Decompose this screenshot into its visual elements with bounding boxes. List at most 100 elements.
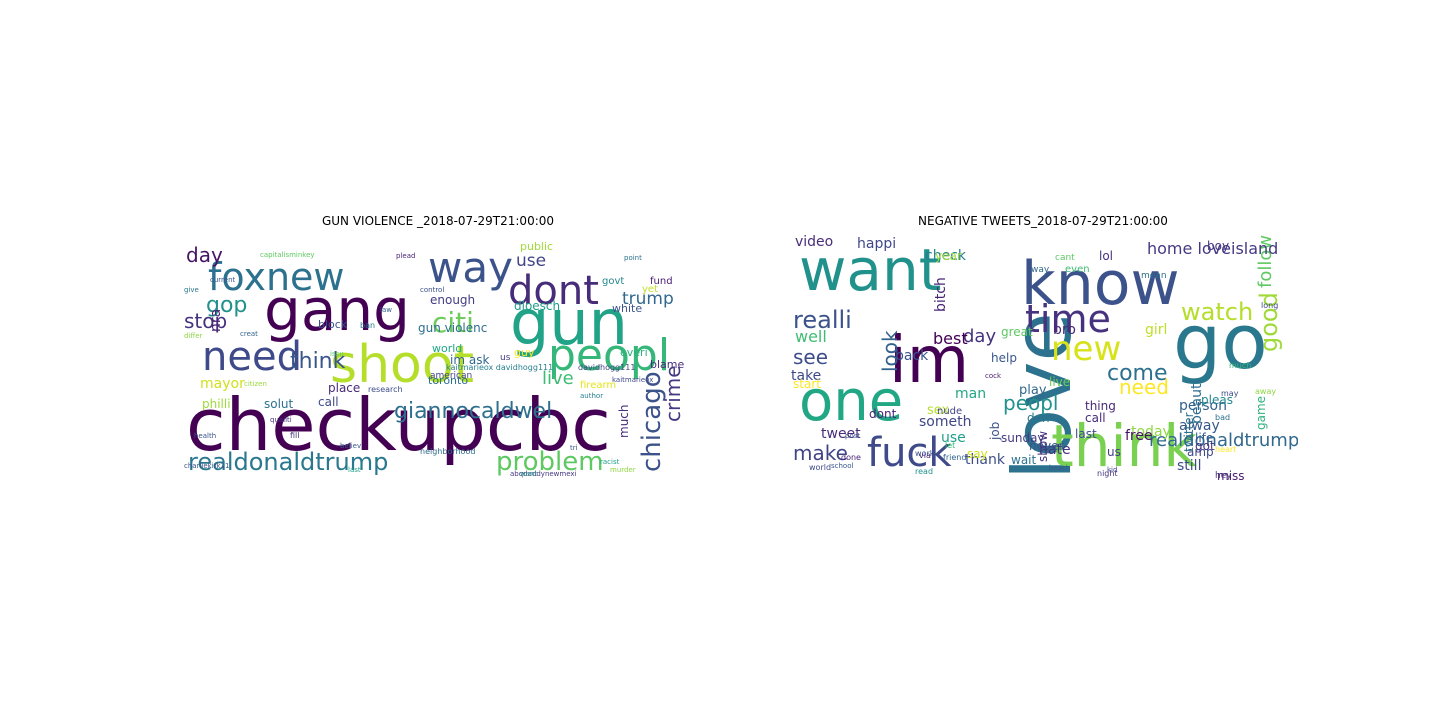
right-cloud-word: time [1025, 297, 1111, 341]
right-cloud-word: hey [1215, 471, 1232, 481]
left-cloud-word: research [368, 385, 403, 394]
left-cloud-word: gop [206, 293, 247, 318]
right-cloud-word: tweet [821, 426, 861, 442]
left-cloud-word: creat [240, 330, 258, 338]
left-cloud-word: giannocaldwel [394, 399, 552, 424]
right-cloud-word: back [895, 348, 929, 364]
right-cloud-word: bitch [933, 277, 949, 312]
right-cloud-word: kid [1107, 466, 1117, 474]
left-cloud-word: philli [202, 397, 231, 411]
right-cloud-word: peopl [1003, 391, 1059, 415]
right-cloud-word: look [878, 330, 902, 372]
right-cloud-word: help [991, 351, 1017, 365]
right-cloud-word: new [1051, 329, 1121, 369]
right-cloud-word: cock [985, 372, 1002, 380]
left-cloud-word: gun [510, 286, 628, 359]
right-cloud-word: go [1173, 297, 1268, 386]
left-cloud-word: law [380, 306, 392, 314]
right-cloud-word: bro [1053, 322, 1076, 338]
right-cloud-word: follow [1255, 235, 1276, 288]
left-cloud-word: neighborhood [420, 447, 475, 456]
left-cloud-word: govt [602, 276, 624, 287]
right-cloud-word: happi [857, 236, 896, 252]
right-cloud-word: us [1107, 445, 1121, 459]
left-cloud-word: stop [184, 309, 227, 333]
right-cloud-word: beach [1049, 464, 1070, 472]
right-cloud-word: friend [943, 453, 966, 462]
left-cloud-word: differ [184, 332, 203, 340]
right-cloud-word: good [1255, 292, 1283, 352]
right-cloud-word: love [996, 312, 1089, 480]
right-cloud-word: still [1177, 458, 1201, 474]
left-cloud-word: author [580, 392, 603, 400]
left-cloud-word: yet [642, 284, 658, 295]
left-cloud-word: im ask [450, 353, 489, 367]
right-cloud-word: last [1075, 427, 1097, 441]
right-cloud-word: miss [1217, 469, 1245, 482]
right-cloud-word: take [791, 368, 821, 384]
left-cloud-word: firearm [580, 380, 616, 391]
right-cloud-word: alway [1179, 418, 1220, 434]
right-cloud-word: watch [1181, 298, 1253, 326]
left-cloud-word: foxnew [208, 255, 345, 299]
right-cloud-word: live [1049, 375, 1070, 389]
left-word-cloud: checkupcbc gang gun shoot foxnew way dont need p… [180, 232, 693, 482]
right-cloud-word: even [1065, 264, 1090, 275]
right-cloud-word: got [1195, 439, 1215, 453]
right-cloud-word: play [1019, 383, 1047, 398]
right-cloud-word: work [915, 449, 935, 458]
right-cloud-word: never [1029, 439, 1063, 453]
left-cloud-word: citizen [244, 380, 267, 388]
right-panel-title: NEGATIVE TWEETS_2018-07-29T21:00:00 [918, 214, 1168, 228]
right-cloud-word: see [793, 345, 828, 369]
right-cloud-word: hate [1039, 442, 1071, 458]
right-cloud-word: post [845, 432, 860, 440]
left-cloud-word: shoot [330, 335, 474, 395]
right-cloud-word: show [1036, 431, 1050, 462]
left-cloud-word: need [202, 334, 302, 380]
left-cloud-word: way [428, 243, 513, 292]
left-cloud-word: nra [208, 309, 224, 332]
left-cloud-word: racist [600, 458, 620, 466]
left-cloud-word: kaitmarieox [612, 376, 653, 384]
left-cloud-word: world [432, 342, 462, 355]
right-cloud-word: bad [1215, 413, 1230, 422]
left-cloud-word: peopl [548, 330, 670, 381]
right-cloud-word: know [1021, 249, 1180, 319]
right-cloud-word: man [955, 386, 986, 402]
left-cloud-word: kaitmarieox davidhogg111 [446, 363, 553, 372]
right-cloud-word: may [1221, 389, 1239, 398]
right-cloud-word: well [795, 327, 827, 346]
left-cloud-word: public [520, 240, 553, 253]
left-cloud-word: american [430, 371, 472, 381]
right-cloud-word: need [1119, 375, 1169, 399]
left-cloud-word: toronto [428, 374, 468, 387]
left-cloud-word: ban [360, 321, 375, 330]
right-cloud-word: person [1179, 398, 1227, 414]
left-cloud-word: use [516, 251, 546, 271]
left-cloud-word: call [318, 395, 339, 409]
left-cloud-word: dloesch [514, 299, 560, 313]
right-cloud-word: job [988, 422, 1002, 441]
right-cloud-word: im [889, 324, 969, 398]
right-cloud-word: lol [1099, 249, 1113, 263]
right-cloud-word: mean [1141, 271, 1167, 281]
right-cloud-word: say [967, 447, 988, 461]
right-cloud-word: way [1031, 265, 1050, 275]
left-cloud-word: block [318, 318, 348, 331]
left-cloud-word: enough [430, 293, 475, 307]
right-cloud-word: thing [1085, 399, 1116, 413]
right-cloud-word: realli [793, 306, 852, 334]
left-cloud-word: citi [432, 306, 474, 339]
right-cloud-word: sunday [1001, 431, 1045, 445]
right-cloud-word: day [963, 326, 996, 347]
right-cloud-word: don [1027, 411, 1050, 425]
left-cloud-word: trump [622, 289, 674, 309]
right-cloud-word: today [1131, 424, 1171, 440]
right-cloud-word: make [793, 441, 848, 465]
right-word-cloud: love want know go im one think fuck time new reall… [785, 232, 1298, 482]
right-cloud-word: heart [1215, 445, 1236, 454]
left-cloud-word: fill [290, 431, 299, 440]
right-cloud-word: night [1097, 469, 1118, 478]
